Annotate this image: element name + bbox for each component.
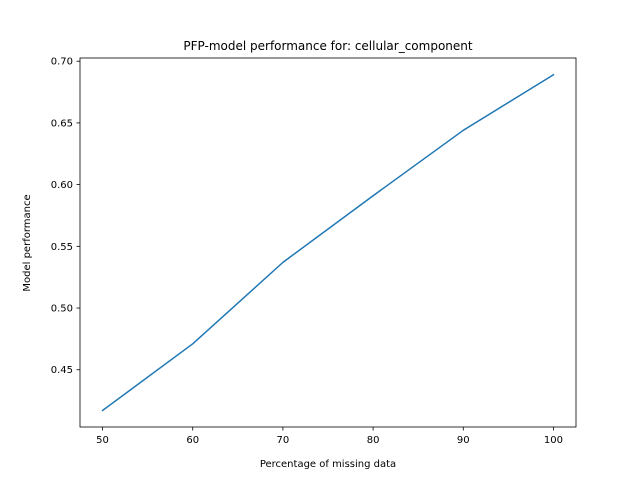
axes-frame — [79, 57, 577, 428]
x-tick-label: 90 — [457, 435, 470, 446]
x-tick-label: 80 — [367, 435, 380, 446]
x-tick-label: 50 — [96, 435, 109, 446]
y-tick-label: 0.60 — [51, 180, 73, 191]
series-line — [101, 73, 555, 412]
x-tick-label: 60 — [186, 435, 199, 446]
x-axis-label: Percentage of missing data — [260, 459, 396, 470]
x-tick-label: 70 — [277, 435, 290, 446]
x-tick-label: 100 — [544, 435, 563, 446]
y-tick-label: 0.65 — [51, 118, 73, 129]
y-tick-label: 0.45 — [51, 365, 73, 376]
y-axis-label: Model performance — [22, 194, 33, 291]
chart-title: PFP-model performance for: cellular_comp… — [183, 39, 472, 53]
plot-area: 50 60 70 80 90 100 0.45 0.50 0.55 0.60 0.65 0.70 — [51, 57, 577, 446]
y-tick-label: 0.50 — [51, 304, 73, 315]
y-tick-label: 0.70 — [51, 57, 73, 68]
y-tick-label: 0.55 — [51, 242, 73, 253]
